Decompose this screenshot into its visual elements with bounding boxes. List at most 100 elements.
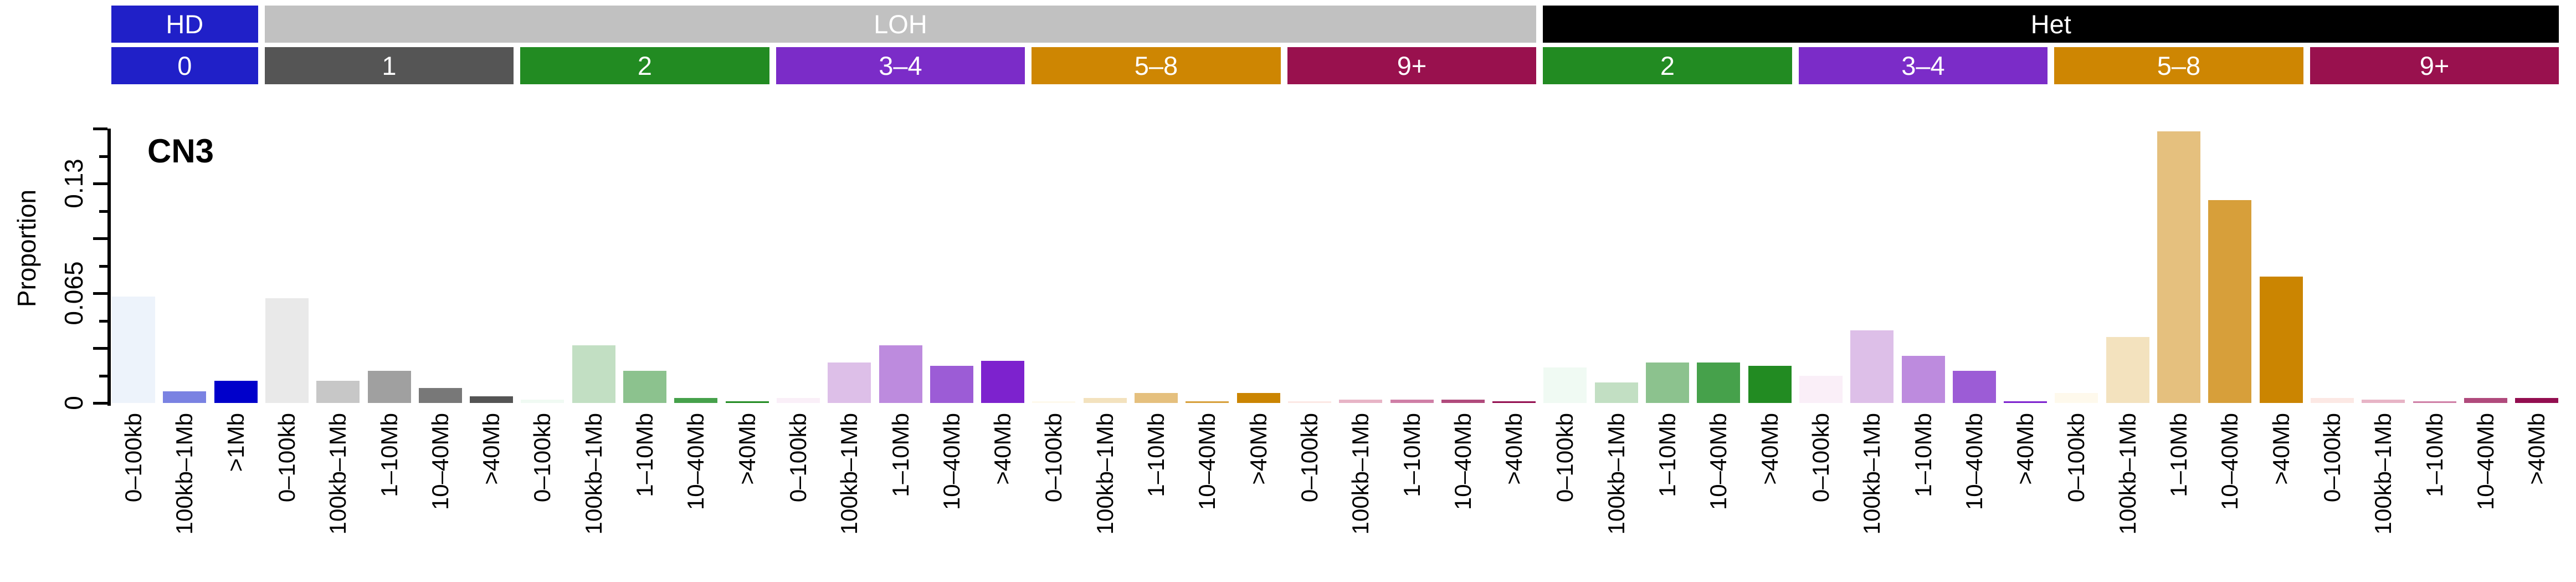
x-tick-label: >40Mb [1501, 413, 1527, 485]
bar [1543, 367, 1587, 403]
bar [2310, 398, 2354, 403]
x-tick-label: 1–10Mb [2421, 413, 2447, 497]
x-tick-label: 0–100kb [1040, 413, 1067, 503]
bar [981, 361, 1025, 403]
bar [470, 396, 514, 403]
y-major-tick [93, 237, 107, 240]
bar [776, 398, 820, 403]
x-tick-label: 1–10Mb [887, 413, 914, 497]
bar [572, 345, 615, 403]
y-minor-tick [99, 374, 107, 377]
bar [2208, 200, 2252, 403]
x-tick-label: 10–40Mb [1961, 413, 1987, 510]
bar [1492, 401, 1536, 403]
x-tick-label: 10–40Mb [1449, 413, 1476, 510]
x-tick-label: 1–10Mb [1143, 413, 1169, 497]
bar [1952, 371, 1996, 403]
y-minor-tick [99, 155, 107, 158]
bar [1901, 356, 1945, 403]
bar [1032, 401, 1076, 403]
bar [623, 371, 666, 403]
bar [367, 371, 411, 403]
x-tick-label: 1–10Mb [1910, 413, 1936, 497]
x-tick-label: >40Mb [478, 413, 505, 485]
bar [316, 381, 360, 403]
cn-state-box: 5–8 [1032, 47, 1281, 84]
bar [674, 398, 718, 403]
x-tick-label: >40Mb [1756, 413, 1783, 485]
x-tick-label: >40Mb [2012, 413, 2039, 485]
x-tick-label: 100kb–1Mb [171, 413, 198, 535]
bar [725, 401, 769, 403]
bar [1697, 363, 1741, 403]
bar [1339, 400, 1383, 403]
x-tick-label: >40Mb [733, 413, 760, 485]
zygosity-band-hd: HD [111, 6, 258, 43]
plot-title: CN3 [147, 132, 214, 170]
cn-state-box: 1 [264, 47, 514, 84]
y-axis-line [107, 129, 111, 406]
bar [1441, 400, 1485, 403]
x-tick-label: >40Mb [2267, 413, 2294, 485]
y-minor-tick [99, 210, 107, 213]
x-tick-label: 0–100kb [529, 413, 556, 503]
bar [418, 388, 462, 403]
x-tick-label: 1–10Mb [2166, 413, 2192, 497]
cn-state-box: 0 [111, 47, 258, 84]
x-tick-label: 100kb–1Mb [1859, 413, 1885, 535]
x-tick-label: 100kb–1Mb [2370, 413, 2397, 535]
bar [2106, 337, 2149, 403]
cn-state-box: 2 [1543, 47, 1792, 84]
y-major-tick [93, 402, 107, 405]
cn-state-box: 9+ [2310, 47, 2559, 84]
x-tick-label: 100kb–1Mb [1603, 413, 1629, 535]
y-minor-tick [99, 264, 107, 268]
zygosity-band-het: Het [1543, 6, 2559, 43]
x-tick-label: 1–10Mb [1398, 413, 1425, 497]
x-tick-label: 100kb–1Mb [580, 413, 607, 535]
bar [2259, 277, 2303, 403]
x-tick-label: 10–40Mb [427, 413, 453, 510]
x-tick-label: >40Mb [1245, 413, 1271, 485]
bar [2362, 400, 2405, 403]
x-tick-label: 1–10Mb [376, 413, 402, 497]
bar [1646, 363, 1689, 403]
bar [879, 345, 922, 403]
bar [2515, 398, 2559, 403]
bar [2055, 393, 2098, 403]
x-tick-label: 0–100kb [1807, 413, 1834, 503]
y-major-tick [93, 182, 107, 185]
y-tick-label: 0.13 [59, 159, 88, 208]
bar [1594, 382, 1638, 403]
cn-state-box: 5–8 [2054, 47, 2303, 84]
y-major-tick [93, 127, 107, 130]
cn-state-box: 3–4 [1798, 47, 2048, 84]
cn-state-box: 9+ [1287, 47, 1537, 84]
y-axis-title: Proportion [12, 189, 41, 308]
bar [2004, 401, 2048, 403]
y-minor-tick [99, 319, 107, 323]
x-tick-label: 1–10Mb [1654, 413, 1680, 497]
bar [2464, 398, 2507, 403]
x-tick-label: 0–100kb [120, 413, 146, 503]
x-tick-label: 100kb–1Mb [2114, 413, 2141, 535]
bar [930, 366, 973, 403]
x-tick-label: 0–100kb [1296, 413, 1322, 503]
x-tick-label: 10–40Mb [1705, 413, 1732, 510]
x-tick-label: 1–10Mb [632, 413, 658, 497]
x-tick-label: 10–40Mb [938, 413, 964, 510]
x-tick-label: 100kb–1Mb [1091, 413, 1118, 535]
y-tick-label: 0 [59, 396, 88, 410]
x-tick-label: 0–100kb [273, 413, 300, 503]
x-tick-label: 100kb–1Mb [325, 413, 351, 535]
bar [1287, 401, 1331, 403]
x-tick-label: 0–100kb [1552, 413, 1578, 503]
bar [1850, 330, 1894, 403]
bar [1799, 376, 1843, 403]
y-tick-label: 0.065 [59, 261, 88, 325]
x-tick-label: 0–100kb [2318, 413, 2345, 503]
y-major-tick [93, 347, 107, 350]
x-tick-label: 100kb–1Mb [1347, 413, 1374, 535]
bar [214, 381, 258, 403]
x-tick-label: 10–40Mb [1194, 413, 1220, 510]
